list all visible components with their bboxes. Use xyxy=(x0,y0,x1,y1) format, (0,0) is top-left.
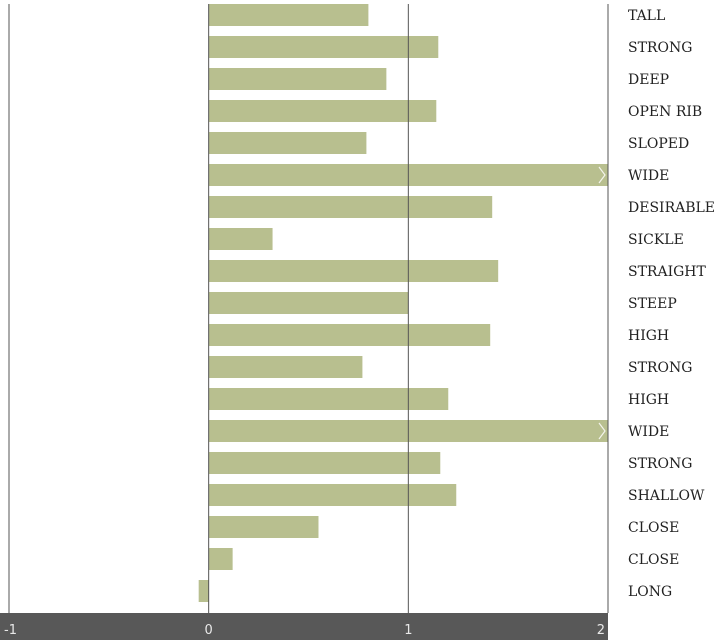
trait-label: STEEP xyxy=(628,296,677,312)
bar xyxy=(208,324,491,346)
trait-label: DEEP xyxy=(628,72,669,88)
bar xyxy=(208,36,439,58)
x-axis: -1 0 1 2 xyxy=(0,613,608,640)
trait-label: LONG xyxy=(628,584,672,600)
trait-label: STRAIGHT xyxy=(628,264,707,280)
trait-label: HIGH xyxy=(628,328,669,344)
trait-label: STRONG xyxy=(628,40,692,56)
bar xyxy=(198,580,209,602)
bar xyxy=(208,484,457,506)
bars-layer xyxy=(198,4,608,602)
x-tick-label: 0 xyxy=(205,623,213,638)
trait-label: CLOSE xyxy=(628,520,679,536)
reference-lines xyxy=(8,4,609,613)
bar xyxy=(208,100,437,122)
trait-labels: TALL STRONG DEEP OPEN RIB SLOPED WIDE DESIRABL… xyxy=(628,8,715,600)
trait-label: STRONG xyxy=(628,456,692,472)
bar xyxy=(208,68,387,90)
bar xyxy=(208,196,493,218)
bar xyxy=(208,260,499,282)
x-tick-label: -1 xyxy=(4,623,17,638)
trait-label: HIGH xyxy=(628,392,669,408)
bar xyxy=(208,356,363,378)
bar xyxy=(208,452,441,474)
bar xyxy=(208,548,233,570)
trait-label: TALL xyxy=(628,8,665,24)
bar xyxy=(208,228,273,250)
overflow-chevron-icon xyxy=(598,422,606,440)
trait-label: CLOSE xyxy=(628,552,679,568)
trait-label: SHALLOW xyxy=(628,488,705,504)
x-tick-label: 1 xyxy=(404,623,412,638)
trait-label: STRONG xyxy=(628,360,692,376)
bar xyxy=(208,388,449,410)
trait-label: DESIRABLE xyxy=(628,200,715,216)
bar xyxy=(208,4,369,26)
x-tick-label: 2 xyxy=(597,623,605,638)
bar xyxy=(208,132,367,154)
trait-label: WIDE xyxy=(628,424,669,440)
x-axis-bar xyxy=(0,613,608,640)
trait-label: SLOPED xyxy=(628,136,689,152)
trait-label: OPEN RIB xyxy=(628,104,702,120)
bar xyxy=(208,292,409,314)
overflow-chevron-icon xyxy=(598,166,606,184)
trait-label: SICKLE xyxy=(628,232,684,248)
trait-label: WIDE xyxy=(628,168,669,184)
bar xyxy=(208,516,319,538)
